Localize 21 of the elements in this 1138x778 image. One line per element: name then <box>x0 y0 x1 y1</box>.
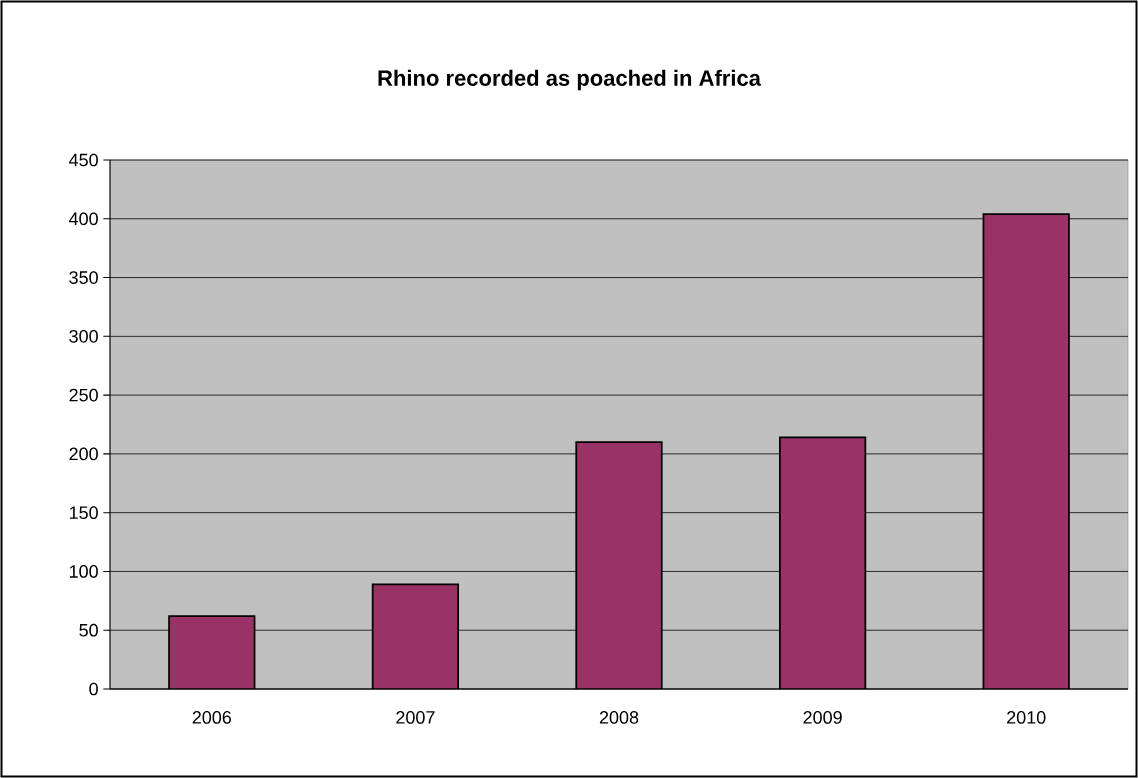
bar <box>371 583 460 689</box>
bar <box>575 441 663 689</box>
y-tick-label: 350 <box>69 271 98 284</box>
y-tick-label: 50 <box>79 623 98 637</box>
y-tick-label: 200 <box>69 447 98 461</box>
bar <box>778 436 867 689</box>
y-tick-label: 250 <box>69 388 98 402</box>
bar <box>168 615 256 689</box>
x-tick-label: 2008 <box>599 711 639 724</box>
x-tick-label: 2006 <box>192 711 232 724</box>
x-tick-label: 2009 <box>803 711 842 724</box>
y-tick-label: 150 <box>69 506 98 520</box>
y-tick-label: 100 <box>69 565 98 578</box>
y-tick-label: 0 <box>89 682 98 696</box>
x-tick-label: 2010 <box>1007 711 1046 724</box>
y-tick-label: 400 <box>69 212 98 226</box>
x-tick-label: 2007 <box>396 711 435 724</box>
bar <box>982 213 1070 689</box>
y-tick-label: 450 <box>69 153 98 167</box>
y-tick-label: 300 <box>69 329 98 343</box>
chart-title: Rhino recorded as poached in Africa <box>378 69 762 91</box>
